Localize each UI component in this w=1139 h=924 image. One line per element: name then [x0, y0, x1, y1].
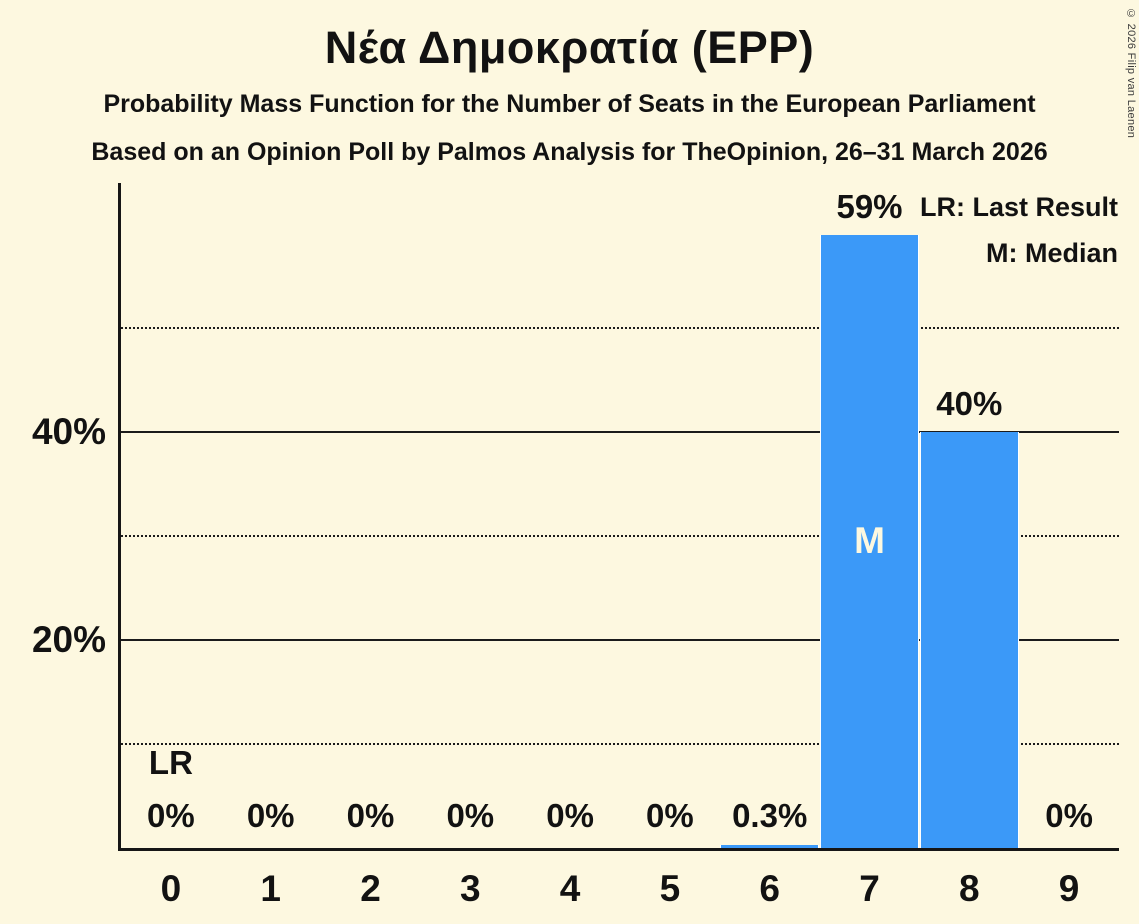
bar-value-label-9: 0%: [1045, 797, 1093, 834]
y-tick-label-20: 20%: [31, 619, 106, 661]
x-tick-label-9: 9: [1058, 868, 1080, 909]
copyright-notice: © 2026 Filip van Laenen: [1125, 8, 1137, 139]
bar-value-label-5: 0%: [646, 797, 694, 834]
x-tick-label-3: 3: [460, 868, 481, 909]
bar-value-label-0: 0%: [147, 797, 195, 834]
bar-seats-8: [919, 432, 1019, 848]
x-tick-label-5: 5: [659, 868, 681, 909]
bar-value-label-3: 0%: [446, 797, 495, 834]
x-tick-label-2: 2: [360, 868, 381, 909]
bar-value-label-1: 0%: [246, 797, 295, 834]
bar-value-label-4: 0%: [546, 797, 594, 834]
last-result-marker: LR: [148, 744, 193, 781]
plot-area: 20% 40% 0% 0 0% 1 0% 2 0% 3 0% 4 0% 5 0.3% 6 59% 7 40% 8 0% 9…: [32, 183, 1119, 909]
x-tick-label-6: 6: [759, 868, 780, 909]
bar-value-label-2: 0%: [346, 797, 395, 834]
chart-title: Νέα Δημοκρατία (EPP): [324, 22, 815, 73]
x-tick-label-7: 7: [859, 868, 880, 909]
legend-last-result: LR: Last Result: [919, 192, 1118, 222]
x-tick-label-0: 0: [160, 868, 182, 909]
gridline-dotted-10pct: [121, 743, 1119, 746]
median-marker: M: [854, 520, 885, 562]
bar-value-label-7: 59%: [836, 187, 903, 225]
x-tick-label-8: 8: [959, 868, 980, 909]
x-tick-label-4: 4: [559, 868, 581, 909]
gridline-dotted-50pct: [121, 327, 1119, 330]
chart-legend: LR: Last Result M: Median: [920, 184, 1118, 276]
bar-value-label-8: 40%: [936, 385, 1003, 423]
legend-median: M: Median: [986, 238, 1118, 268]
bar-value-label-6: 0.3%: [732, 797, 808, 834]
chart-subtitle-poll: Based on an Opinion Poll by Palmos Analy…: [91, 138, 1048, 166]
gridline-solid-40pct: [121, 431, 1119, 434]
bar-seats-6: [720, 844, 820, 848]
bar-seats-7: [820, 234, 919, 848]
gridline-dotted-30pct: [121, 535, 1119, 538]
x-tick-label-1: 1: [260, 868, 281, 909]
gridline-solid-20pct: [121, 639, 1119, 642]
chart-subtitle-pmf: Probability Mass Function for the Number…: [103, 90, 1036, 118]
y-tick-label-40: 40%: [31, 411, 106, 453]
